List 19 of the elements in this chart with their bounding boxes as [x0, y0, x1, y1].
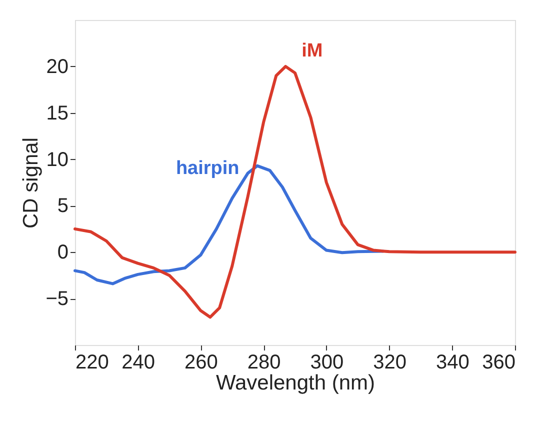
x-tick-label: 260 — [184, 352, 218, 374]
series-label: hairpin — [176, 158, 240, 179]
x-tick-label: 320 — [373, 352, 406, 374]
y-tick-label: 0 — [57, 242, 68, 264]
x-tick-label: 360 — [482, 352, 516, 374]
x-axis-title: Wavelength (nm) — [216, 372, 376, 394]
y-tick-label: 10 — [46, 148, 68, 171]
x-tick-label: 220 — [76, 352, 109, 374]
y-tick-label: 5 — [57, 195, 68, 218]
x-tick-label: 340 — [436, 352, 470, 374]
series-label: iM — [302, 40, 323, 62]
line-series — [74, 64, 516, 319]
y-tick-label: −5 — [46, 288, 68, 310]
x-tick-label: 280 — [247, 352, 281, 374]
x-tick-label: 240 — [122, 352, 156, 374]
y-tick-label: 20 — [46, 56, 68, 78]
x-tick-label: 300 — [310, 352, 344, 374]
y-axis-title: CD signal — [20, 137, 43, 229]
y-tick-label: 15 — [46, 102, 68, 124]
